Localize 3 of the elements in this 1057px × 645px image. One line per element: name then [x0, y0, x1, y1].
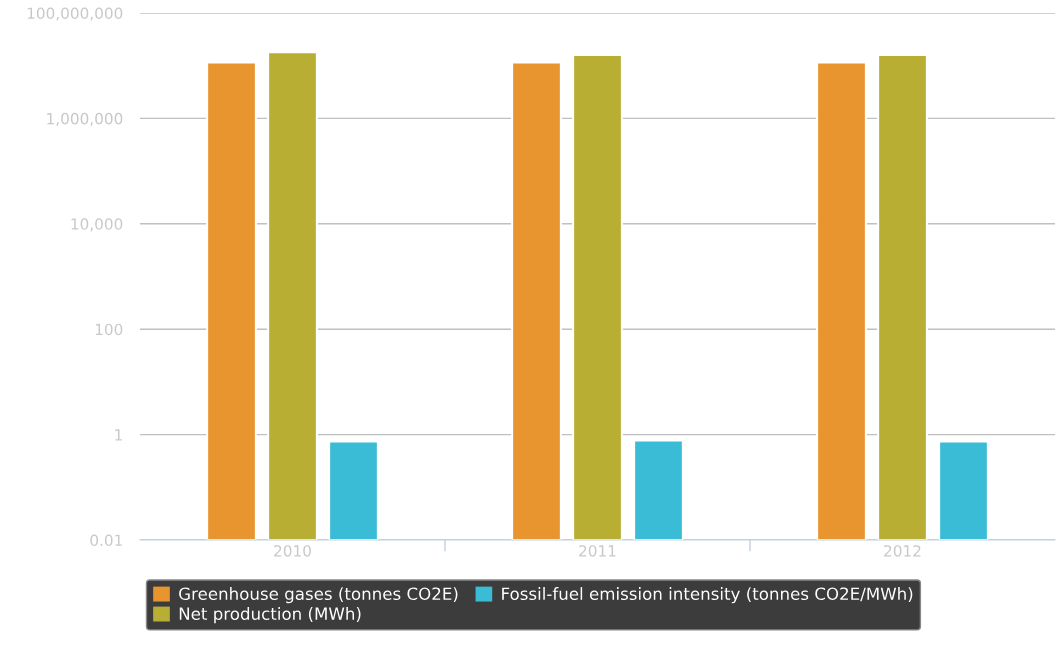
legend-label: Fossil-fuel emission intensity (tonnes CO2E/MWh) [502, 587, 913, 604]
legend-label: Net production (MWh) [179, 607, 361, 624]
legend-label: Greenhouse gases (tonnes CO2E) [179, 587, 458, 604]
